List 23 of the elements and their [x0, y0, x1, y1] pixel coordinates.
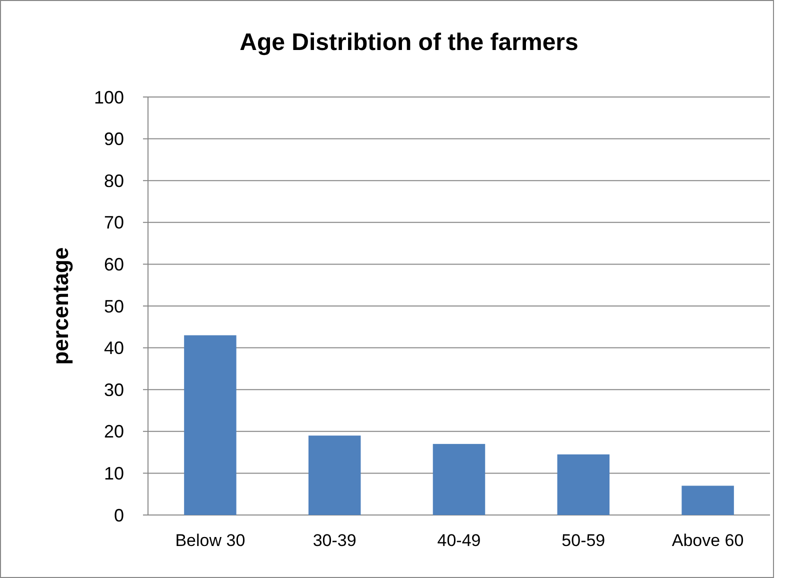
x-tick-label: 30-39	[312, 531, 356, 550]
y-tick-label: 40	[104, 338, 124, 358]
y-tick-label: 100	[94, 87, 124, 108]
y-axis-title: percentage	[48, 247, 73, 365]
y-tick-label: 10	[104, 464, 124, 484]
y-tick-label: 50	[104, 296, 124, 316]
y-tick-label: 70	[104, 212, 124, 233]
y-tick-label: 60	[104, 254, 124, 274]
y-tick-label: 0	[114, 505, 124, 526]
y-tick-label: 90	[104, 129, 124, 150]
bar	[682, 486, 734, 515]
bar	[557, 454, 610, 515]
y-tick-label: 20	[104, 422, 124, 442]
x-tick-label: Above 60	[672, 531, 744, 550]
chart-title: Age Distribtion of the farmers	[240, 29, 578, 56]
x-tick-label: 50-59	[562, 531, 606, 550]
x-tick-label: Below 30	[175, 531, 246, 550]
y-tick-label: 30	[104, 380, 124, 400]
bar	[184, 335, 236, 515]
x-tick-label: 40-49	[437, 531, 481, 550]
y-tick-label: 80	[104, 170, 124, 191]
bar	[432, 444, 486, 515]
bar	[308, 436, 361, 515]
